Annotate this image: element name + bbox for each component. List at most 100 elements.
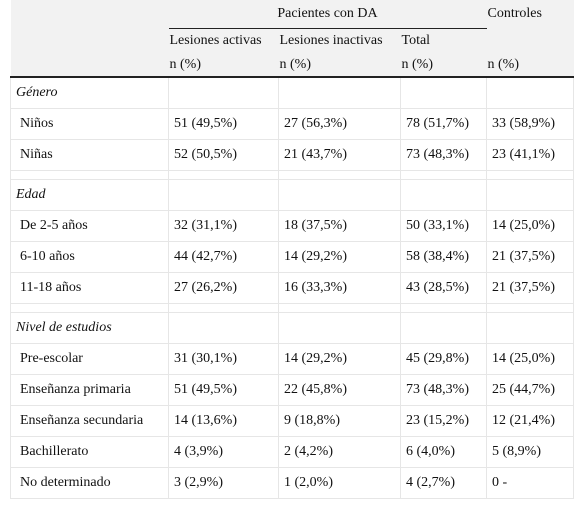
header-controls: Controles [486,0,574,29]
table-cell: 50 (33,1%) [400,210,487,242]
table-header: Pacientes con DA Controles Lesiones acti… [10,0,574,78]
table-cell: 16 (33,3%) [278,272,401,304]
demographics-table: Pacientes con DA Controles Lesiones acti… [10,0,574,499]
table-cell: 23 (15,2%) [400,405,487,437]
table-row: No determinado 3 (2,9%) 1 (2,0%) 4 (2,7%… [10,467,574,499]
table-row: Pre-escolar 31 (30,1%) 14 (29,2%) 45 (29… [10,343,574,375]
table-cell: 4 (2,7%) [400,467,487,499]
header-empty-cell [486,28,574,53]
table-row: Niñas 52 (50,5%) 21 (43,7%) 73 (48,3%) 2… [10,139,574,171]
header-empty-cell [10,0,169,29]
empty-cell [400,76,487,109]
table-cell: 25 (44,7%) [486,374,574,406]
table-cell: 45 (29,8%) [400,343,487,375]
unit-label: n (%) [278,53,401,78]
row-label: Bachillerato [10,436,169,468]
table-cell: 1 (2,0%) [278,467,401,499]
header-row-columns: Lesiones activas Lesiones inactivas Tota… [10,28,574,53]
row-label: De 2-5 años [10,210,169,242]
table-cell: 14 (29,2%) [278,343,401,375]
empty-cell [168,179,279,211]
demographics-table-container: Pacientes con DA Controles Lesiones acti… [10,0,574,499]
table-cell: 2 (4,2%) [278,436,401,468]
unit-label: n (%) [400,53,487,78]
empty-cell [278,76,401,109]
table-cell: 14 (25,0%) [486,210,574,242]
table-cell: 23 (41,1%) [486,139,574,171]
unit-label: n (%) [168,53,279,78]
table-cell: 52 (50,5%) [168,139,279,171]
table-row: Niños 51 (49,5%) 27 (56,3%) 78 (51,7%) 3… [10,108,574,140]
header-empty-cell [10,28,169,53]
table-cell: 21 (37,5%) [486,272,574,304]
table-cell: 51 (49,5%) [168,108,279,140]
table-cell: 27 (56,3%) [278,108,401,140]
table-cell: 78 (51,7%) [400,108,487,140]
table-cell: 6 (4,0%) [400,436,487,468]
group-header-patients: Pacientes con DA [168,0,487,29]
row-label: Enseñanza secundaria [10,405,169,437]
empty-cell [486,312,574,344]
table-row: Enseñanza primaria 51 (49,5%) 22 (45,8%)… [10,374,574,406]
table-cell: 22 (45,8%) [278,374,401,406]
header-row-groups: Pacientes con DA Controles [10,0,574,29]
row-label: No determinado [10,467,169,499]
row-label: Pre-escolar [10,343,169,375]
empty-cell [486,179,574,211]
section-title: Género [10,76,169,109]
table-cell: 5 (8,9%) [486,436,574,468]
table-cell: 14 (29,2%) [278,241,401,273]
empty-cell [278,312,401,344]
table-row: 6-10 años 44 (42,7%) 14 (29,2%) 58 (38,4… [10,241,574,273]
empty-cell [400,312,487,344]
table-cell: 18 (37,5%) [278,210,401,242]
header-empty-cell [10,53,169,78]
table-cell: 73 (48,3%) [400,139,487,171]
section-row-education: Nivel de estudios [10,312,574,344]
table-cell: 51 (49,5%) [168,374,279,406]
table-cell: 0 - [486,467,574,499]
table-body: Género Niños 51 (49,5%) 27 (56,3%) 78 (5… [10,76,574,499]
table-cell: 44 (42,7%) [168,241,279,273]
table-cell: 9 (18,8%) [278,405,401,437]
column-header-active-lesions: Lesiones activas [168,28,279,53]
empty-cell [400,179,487,211]
table-cell: 73 (48,3%) [400,374,487,406]
row-label: Niños [10,108,169,140]
table-cell: 21 (37,5%) [486,241,574,273]
section-row-age: Edad [10,179,574,211]
empty-cell [278,179,401,211]
section-spacer [10,303,574,313]
column-header-inactive-lesions: Lesiones inactivas [278,28,401,53]
table-cell: 32 (31,1%) [168,210,279,242]
table-cell: 14 (13,6%) [168,405,279,437]
table-cell: 33 (58,9%) [486,108,574,140]
table-cell: 21 (43,7%) [278,139,401,171]
table-row: Enseñanza secundaria 14 (13,6%) 9 (18,8%… [10,405,574,437]
row-label: 6-10 años [10,241,169,273]
row-label: Niñas [10,139,169,171]
table-row: Bachillerato 4 (3,9%) 2 (4,2%) 6 (4,0%) … [10,436,574,468]
empty-cell [168,312,279,344]
header-row-units: n (%) n (%) n (%) n (%) [10,53,574,78]
section-row-gender: Género [10,76,574,109]
table-cell: 4 (3,9%) [168,436,279,468]
column-header-total: Total [400,28,487,53]
empty-cell [486,76,574,109]
table-cell: 3 (2,9%) [168,467,279,499]
table-cell: 58 (38,4%) [400,241,487,273]
table-cell: 31 (30,1%) [168,343,279,375]
table-cell: 27 (26,2%) [168,272,279,304]
table-row: 11-18 años 27 (26,2%) 16 (33,3%) 43 (28,… [10,272,574,304]
table-row: De 2-5 años 32 (31,1%) 18 (37,5%) 50 (33… [10,210,574,242]
section-spacer [10,170,574,180]
section-title: Nivel de estudios [10,312,169,344]
unit-label: n (%) [486,53,574,78]
empty-cell [168,76,279,109]
table-cell: 14 (25,0%) [486,343,574,375]
section-title: Edad [10,179,169,211]
row-label: Enseñanza primaria [10,374,169,406]
row-label: 11-18 años [10,272,169,304]
table-cell: 43 (28,5%) [400,272,487,304]
table-cell: 12 (21,4%) [486,405,574,437]
